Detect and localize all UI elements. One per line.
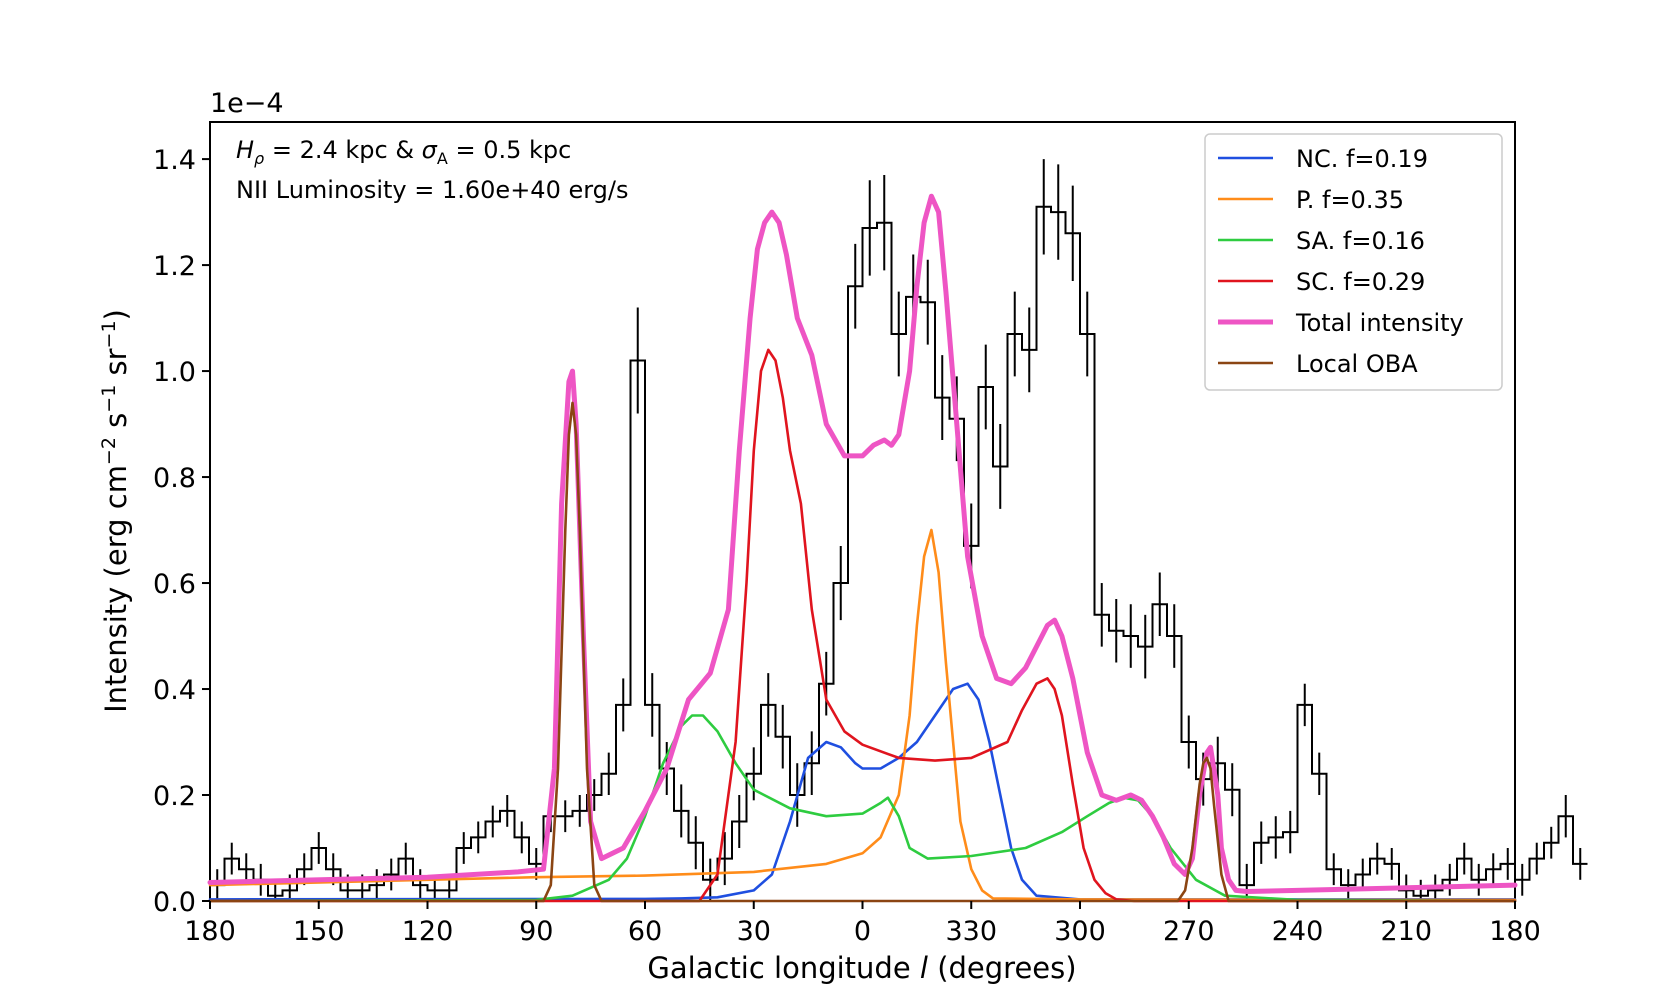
legend-entry-sa-f-0-16: SA. f=0.16: [1218, 227, 1425, 255]
x-tick-label: 0: [854, 916, 871, 947]
legend-label: SC. f=0.29: [1296, 268, 1425, 296]
annot-sigma: σ: [422, 136, 438, 164]
legend-entry-local-oba: Local OBA: [1218, 350, 1418, 378]
xlabel-var: l: [920, 951, 928, 985]
legend-label: NC. f=0.19: [1296, 145, 1428, 173]
legend-box: [1204, 133, 1503, 391]
y-tick-label: 0.4: [153, 675, 196, 706]
y-axis-label: Intensity (erg cm−2 s−1 sr−1): [98, 309, 133, 713]
y-tick-label: 1.2: [153, 251, 196, 282]
legend-items: NC. f=0.19 P. f=0.35 SA. f=0.16 SC. f=0.29 T…: [1218, 145, 1464, 378]
annot-sigma-sub: A: [437, 149, 448, 168]
annotation-line-2: NII Luminosity = 1.60e+40 erg/s: [236, 176, 629, 204]
x-tick-label: 330: [945, 916, 997, 947]
y-tick-label: 1.0: [153, 357, 196, 388]
legend: NC. f=0.19 P. f=0.35 SA. f=0.16 SC. f=0.29 T…: [1204, 133, 1503, 391]
x-tick-label: 270: [1163, 916, 1215, 947]
legend-entry-nc-f-0-19: NC. f=0.19: [1218, 145, 1428, 173]
ylabel-s: s: [99, 413, 133, 437]
ylabel-close: ): [99, 309, 133, 320]
annotation-box: Hρ = 2.4 kpc & σA = 0.5 kpc NII Luminosi…: [236, 136, 629, 204]
histogram-steps: [210, 205, 1588, 897]
legend-label: SA. f=0.16: [1296, 227, 1425, 255]
legend-entry-total-intensity: Total intensity: [1218, 309, 1464, 337]
x-tick-label: 30: [737, 916, 771, 947]
annotation-line-1: Hρ = 2.4 kpc & σA = 0.5 kpc: [236, 136, 571, 168]
annot-H-sub: ρ: [254, 149, 264, 168]
x-tick-label: 120: [402, 916, 454, 947]
xlabel-text: Galactic longitude: [647, 951, 910, 985]
x-tick-label: 90: [519, 916, 553, 947]
y-tick-label: 0.8: [153, 463, 196, 494]
legend-label: Total intensity: [1295, 309, 1464, 337]
x-tick-label: 180: [184, 916, 236, 947]
y-tick-label: 1.4: [153, 145, 196, 176]
y-tick-label: 0.6: [153, 569, 196, 600]
y-tick-label: 0.2: [153, 781, 196, 812]
y-scale-label: 1e−4: [210, 88, 284, 119]
series-line-sc-f-0-29: [208, 348, 1517, 903]
histogram-data: [210, 159, 1588, 901]
ylabel-intensity: Intensity (erg cm: [99, 465, 133, 713]
annot-H: H: [236, 136, 254, 164]
ylabel-exp1: −2: [98, 437, 120, 465]
x-tick-label: 60: [628, 916, 662, 947]
ylabel-sr: sr: [99, 348, 133, 384]
series-line-nc-f-0-19: [208, 682, 1517, 901]
annot-end: = 0.5 kpc: [448, 136, 572, 164]
legend-entry-p-f-0-35: P. f=0.35: [1218, 186, 1404, 214]
legend-label: P. f=0.35: [1296, 186, 1404, 214]
series-line-p-f-0-35: [208, 528, 1517, 902]
x-tick-label: 210: [1380, 916, 1432, 947]
x-tick-label: 150: [293, 916, 345, 947]
annot-mid: = 2.4 kpc &: [264, 136, 421, 164]
legend-entry-sc-f-0-29: SC. f=0.29: [1218, 268, 1425, 296]
ticks-layer: 180 150 120 90 60 30 0 330 300 270 240 210 1800.00.2…: [153, 145, 1541, 947]
x-tick-label: 240: [1272, 916, 1324, 947]
legend-label: Local OBA: [1296, 350, 1418, 378]
ylabel-exp2: −1: [98, 385, 120, 413]
ylabel-exp3: −1: [98, 320, 120, 348]
series-line-total-intensity: [207, 193, 1518, 894]
series-layer: [207, 159, 1588, 903]
x-tick-label: 180: [1489, 916, 1541, 947]
x-axis-label: Galactic longitude l (degrees): [647, 951, 1076, 985]
series-line-local-oba: [208, 401, 1517, 903]
x-tick-label: 300: [1054, 916, 1106, 947]
y-tick-label: 0.0: [153, 887, 196, 918]
plot-area: 180 150 120 90 60 30 0 330 300 270 240 210 1800.00.2…: [153, 121, 1588, 947]
xlabel-unit: (degrees): [937, 951, 1076, 985]
